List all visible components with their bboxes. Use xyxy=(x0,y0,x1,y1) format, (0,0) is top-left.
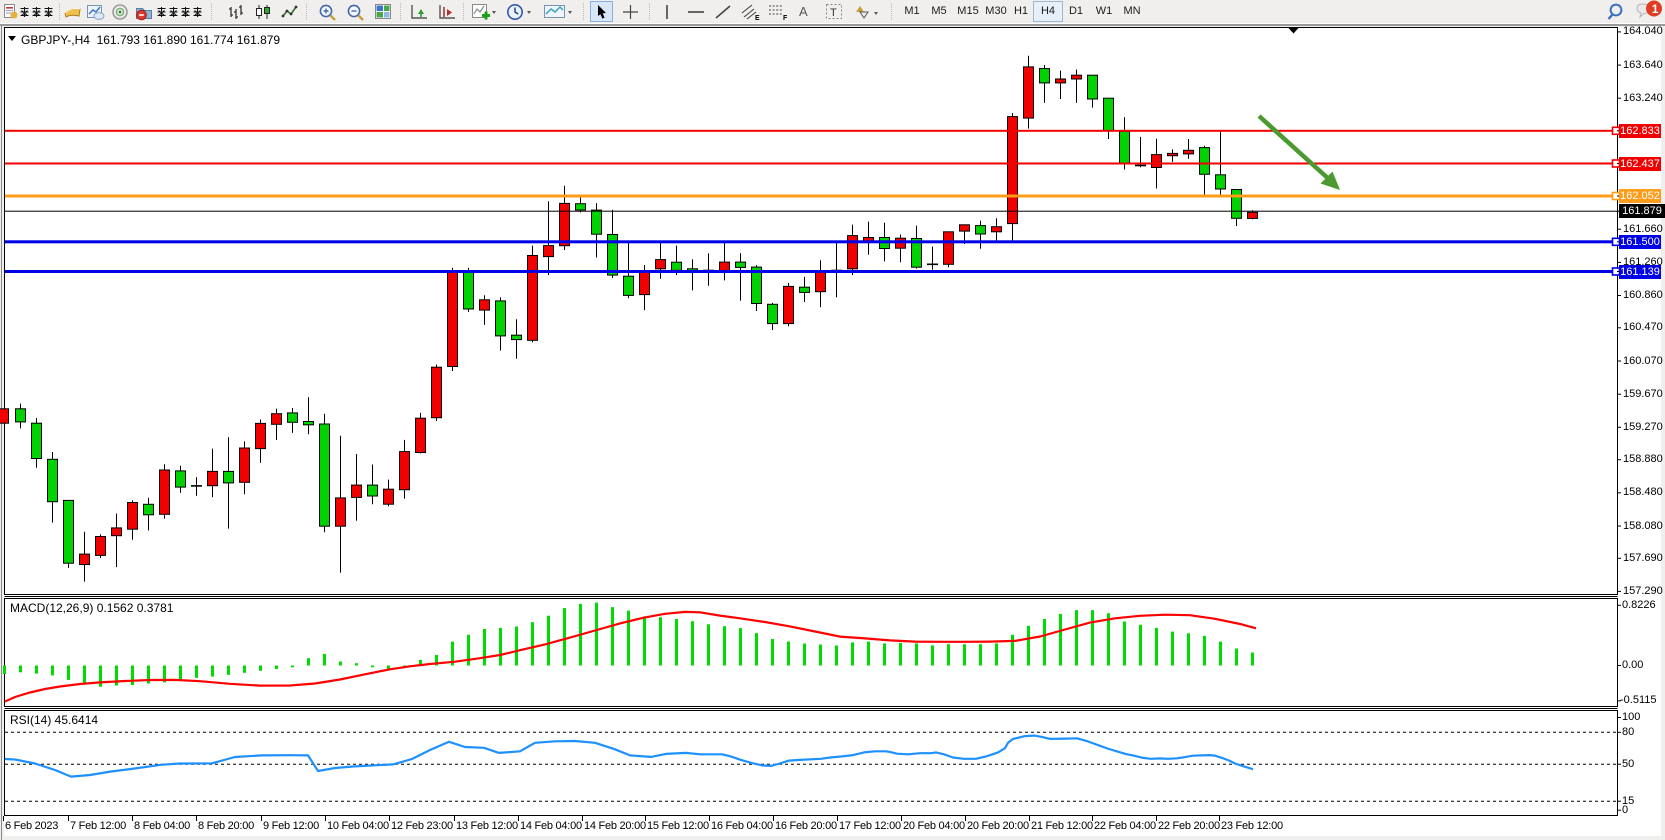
svg-text:T: T xyxy=(830,7,837,19)
svg-text:E: E xyxy=(755,15,760,21)
svg-text:1: 1 xyxy=(1652,2,1659,16)
svg-text:F: F xyxy=(783,15,788,21)
